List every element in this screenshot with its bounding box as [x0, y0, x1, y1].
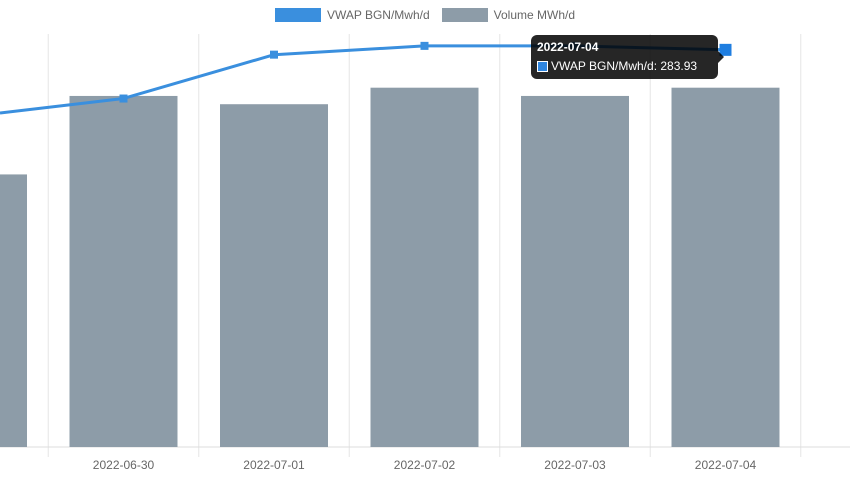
legend-label-vwap: VWAP BGN/Mwh/d — [326, 8, 430, 22]
legend-item-volume[interactable]: Volume MWh/d — [441, 8, 576, 22]
vwap-point — [420, 41, 429, 50]
volume-bar — [521, 95, 629, 447]
x-tick-label: 2022-06-30 — [93, 458, 155, 472]
legend-swatch-vwap — [274, 8, 321, 22]
x-tick-label: 2022-07-03 — [544, 458, 606, 472]
volume-bar — [69, 95, 178, 447]
x-tick-label: 2022-07-04 — [695, 458, 757, 472]
tooltip-swatch — [537, 60, 548, 72]
x-tick-label: 2022-07-02 — [394, 458, 456, 472]
volume-bar — [671, 87, 780, 447]
tooltip-row: VWAP BGN/Mwh/d: 283.93 — [537, 57, 712, 75]
volume-bar — [0, 174, 27, 448]
legend-item-vwap[interactable]: VWAP BGN/Mwh/d — [274, 8, 430, 22]
legend-swatch-volume — [441, 8, 488, 22]
tooltip-text: VWAP BGN/Mwh/d: 283.93 — [551, 59, 698, 73]
vwap-point — [119, 94, 128, 103]
legend-label-volume: Volume MWh/d — [493, 8, 576, 22]
vwap-point — [270, 50, 278, 59]
tooltip-title: 2022-07-04 — [537, 40, 599, 54]
tooltip-caret — [718, 51, 724, 63]
chart-legend: VWAP BGN/Mwh/d Volume MWh/d — [0, 8, 850, 22]
volume-bar — [220, 104, 328, 448]
volume-bar — [370, 87, 479, 447]
chart-tooltip: 2022-07-04 VWAP BGN/Mwh/d: 283.93 — [531, 35, 724, 79]
x-tick-label: 2022-07-01 — [243, 458, 305, 472]
